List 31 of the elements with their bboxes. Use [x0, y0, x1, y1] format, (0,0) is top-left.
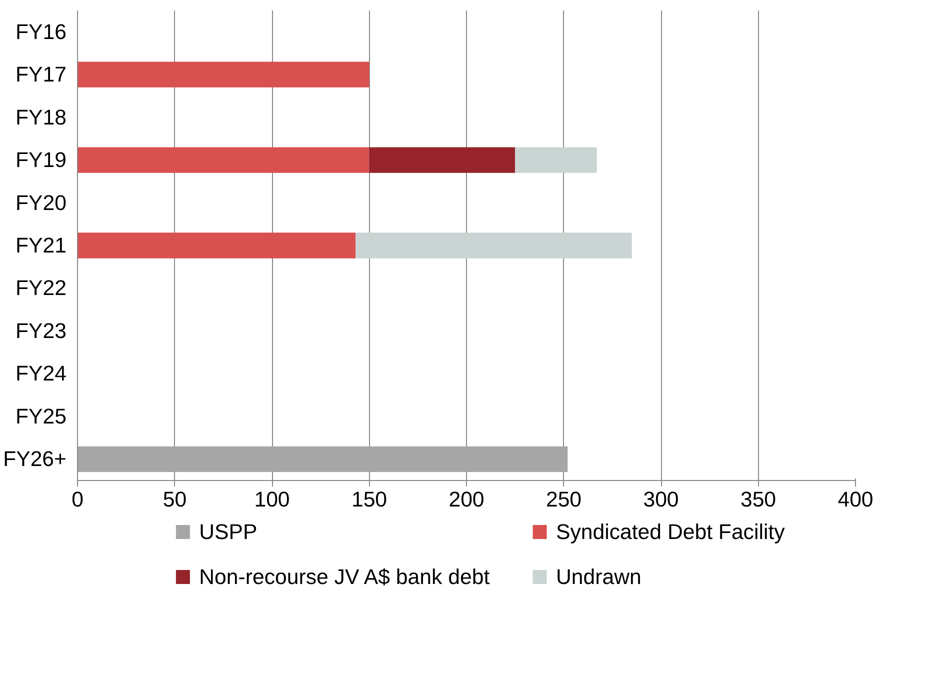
- y-tick-label: FY26+: [3, 447, 67, 472]
- y-tick-label: FY17: [16, 62, 67, 87]
- bar: [78, 62, 370, 88]
- x-tick-label: 0: [72, 488, 84, 512]
- bar: [78, 232, 356, 258]
- y-tick-label: FY21: [16, 234, 67, 258]
- x-tick-label: 300: [643, 488, 679, 512]
- x-tick-label: 400: [838, 488, 874, 512]
- legend-label: Undrawn: [556, 565, 642, 589]
- x-tick-label: 250: [546, 488, 582, 512]
- x-tick-label: 50: [162, 488, 187, 512]
- y-tick-label: FY24: [16, 362, 67, 386]
- y-tick-label: FY25: [16, 404, 67, 428]
- legend-label: Non-recourse JV A$ bank debt: [199, 565, 490, 589]
- legend-label: USPP: [199, 520, 258, 544]
- x-tick-label: 150: [351, 488, 388, 512]
- legend-label: Syndicated Debt Facility: [556, 520, 786, 544]
- y-tick-label: FY19: [16, 148, 67, 172]
- y-tick-label: FY23: [16, 318, 67, 343]
- y-tick-label: FY22: [16, 276, 67, 300]
- bar: [78, 446, 568, 472]
- y-tick-label: FY20: [16, 190, 67, 215]
- bar: [78, 147, 370, 173]
- bar: [369, 147, 516, 173]
- x-tick-label: 200: [448, 488, 484, 512]
- y-tick-label: FY18: [16, 105, 67, 130]
- bar: [515, 147, 597, 173]
- y-tick-label: FY16: [16, 20, 67, 44]
- x-tick-label: 100: [254, 488, 290, 512]
- bar: [356, 232, 632, 258]
- x-tick-label: 350: [740, 488, 776, 512]
